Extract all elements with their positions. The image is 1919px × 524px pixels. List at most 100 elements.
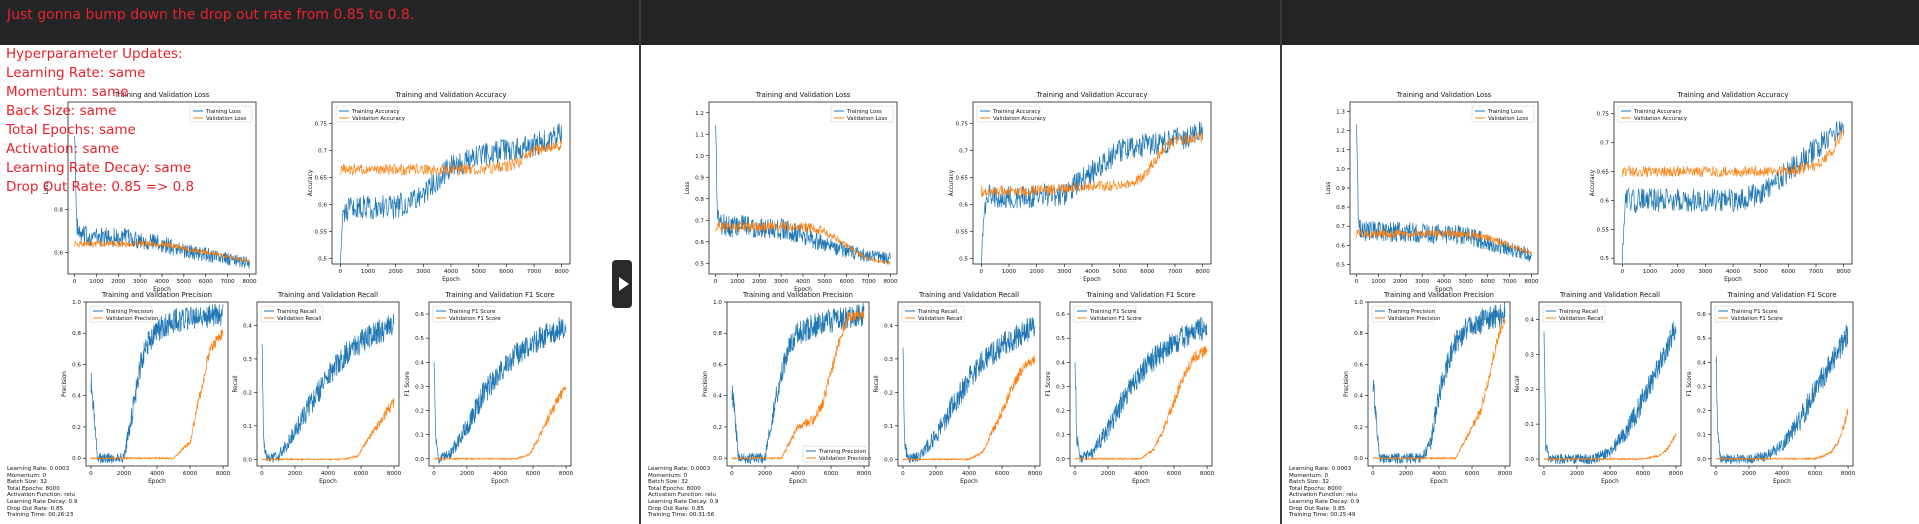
x-tick-label: 2000 xyxy=(929,471,944,477)
x-tick-label: 6000 xyxy=(1636,471,1651,477)
y-tick-label: 1.3 xyxy=(1336,110,1345,116)
plot-frame xyxy=(67,101,257,275)
y-tick-label: 0.3 xyxy=(1056,384,1065,390)
legend-box xyxy=(901,305,965,323)
series-line-training xyxy=(1621,121,1845,264)
config-line: Total Epochs: 8000 xyxy=(7,485,60,492)
y-tick-label: 0.7 xyxy=(1600,141,1609,147)
x-tick-label: 4000 xyxy=(1603,471,1618,477)
x-tick-label: 3000 xyxy=(774,279,789,285)
config-line: Learning Rate Decay: 0.9 xyxy=(1289,498,1360,505)
y-axis-label: F1 Score xyxy=(1046,371,1052,397)
series-line-training xyxy=(1372,302,1506,465)
y-tick-label: 0.65 xyxy=(1597,169,1610,175)
plot-frame xyxy=(1538,301,1682,467)
config-line: Training Time: 00:25:49 xyxy=(1289,512,1356,519)
config-line: Learning Rate: 0.0003 xyxy=(648,466,711,472)
y-tick-label: 0.55 xyxy=(1597,227,1610,233)
series-line-validation xyxy=(1074,346,1208,461)
x-tick-label: 6000 xyxy=(1140,269,1155,275)
y-tick-label: 1.0 xyxy=(72,300,81,306)
y-tick-label: 0.5 xyxy=(1056,336,1065,342)
x-tick-label: 2000 xyxy=(117,471,132,477)
y-tick-label: 0.2 xyxy=(1354,425,1363,431)
series-line-training xyxy=(261,313,395,463)
legend-box xyxy=(830,105,894,123)
y-tick-label: 0.5 xyxy=(959,257,968,263)
legend-label: Training Precision xyxy=(818,449,866,455)
x-tick-label: 7000 xyxy=(527,269,542,275)
plot-frame xyxy=(1349,101,1539,275)
x-tick-label: 3000 xyxy=(1057,269,1072,275)
legend-label: Training F1 Score xyxy=(448,309,496,315)
y-axis-label: Precision xyxy=(703,371,709,397)
x-tick-label: 8000 xyxy=(1028,471,1043,477)
x-tick-label: 2000 xyxy=(1393,279,1408,285)
series-line-validation xyxy=(1621,130,1844,178)
y-tick-label: 0.4 xyxy=(884,323,893,329)
y-axis-label: Loss xyxy=(1326,182,1332,195)
config-line: Drop Out Rate: 0.85 xyxy=(648,505,705,512)
y-tick-label: 1.1 xyxy=(1336,148,1345,154)
update-line: Total Epochs: same xyxy=(6,122,136,138)
legend-box xyxy=(1371,305,1435,323)
x-tick-label: 6000 xyxy=(840,279,855,285)
series-line-validation xyxy=(90,329,224,461)
plot-frame xyxy=(1613,101,1853,265)
series-line-validation xyxy=(433,385,567,461)
legend-label: Training F1 Score xyxy=(1089,309,1137,315)
legend-label: Validation Loss xyxy=(847,116,887,122)
x-tick-label: 6000 xyxy=(1465,471,1480,477)
x-tick-label: 0 xyxy=(1073,471,1077,477)
plot-frame xyxy=(726,301,870,467)
series-line-validation xyxy=(902,354,1036,462)
config-line: Learning Rate: 0.0003 xyxy=(7,466,70,472)
x-tick-label: 4000 xyxy=(1775,471,1790,477)
series-line-training xyxy=(1715,324,1849,464)
x-tick-label: 0 xyxy=(1355,279,1359,285)
panel-top-bar xyxy=(641,0,1280,45)
config-line: Learning Rate Decay: 0.9 xyxy=(7,498,78,505)
x-tick-label: 4000 xyxy=(1085,269,1100,275)
x-tick-label: 6000 xyxy=(1781,269,1796,275)
y-tick-label: 0.4 xyxy=(713,394,722,400)
chart-accuracy: Training and Validation Accuracy 0 1000 200… xyxy=(1590,91,1853,283)
y-tick-label: 0.2 xyxy=(884,390,893,396)
y-axis-label: F1 Score xyxy=(1687,371,1693,397)
x-tick-label: 5000 xyxy=(177,279,192,285)
y-tick-label: 0.6 xyxy=(54,251,63,257)
y-tick-label: 0.0 xyxy=(713,456,722,462)
x-tick-label: 5000 xyxy=(1113,269,1128,275)
post-caption: Just gonna bump down the drop out rate f… xyxy=(7,7,415,23)
y-tick-label: 0.5 xyxy=(1336,262,1345,268)
x-tick-label: 8000 xyxy=(1498,471,1513,477)
legend-label: Validation Recall xyxy=(918,316,962,322)
y-tick-label: 0.6 xyxy=(1056,312,1065,318)
x-tick-label: 4000 xyxy=(150,471,165,477)
y-axis-label: Recall xyxy=(874,375,880,393)
x-tick-label: 6000 xyxy=(1808,471,1823,477)
x-tick-label: 2000 xyxy=(389,269,404,275)
y-axis-label: Accuracy xyxy=(308,169,314,196)
legend-label: Training Loss xyxy=(1487,109,1523,115)
legend-box xyxy=(189,105,253,123)
y-tick-label: 0.8 xyxy=(695,197,704,203)
x-tick-label: 6000 xyxy=(354,471,369,477)
y-tick-label: 0.3 xyxy=(1525,352,1534,358)
x-tick-label: 2000 xyxy=(1399,471,1414,477)
x-tick-label: 7000 xyxy=(1809,269,1824,275)
legend-label: Validation Recall xyxy=(277,316,321,322)
legend-label: Validation F1 Score xyxy=(1090,316,1142,322)
legend-box xyxy=(1714,305,1778,323)
y-tick-label: 0.6 xyxy=(713,362,722,368)
y-tick-label: 0.8 xyxy=(72,331,81,337)
play-icon[interactable] xyxy=(612,260,632,308)
x-tick-label: 3000 xyxy=(1415,279,1430,285)
y-tick-label: 0.4 xyxy=(415,360,424,366)
